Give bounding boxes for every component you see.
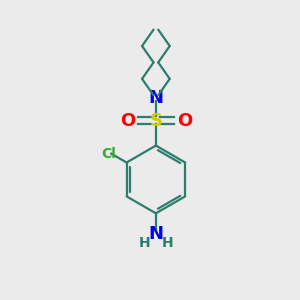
Text: H: H	[161, 236, 173, 250]
Text: Cl: Cl	[101, 147, 116, 161]
Text: O: O	[177, 112, 192, 130]
Text: O: O	[120, 112, 135, 130]
Text: N: N	[148, 225, 164, 243]
Text: S: S	[149, 112, 162, 130]
Text: H: H	[139, 236, 151, 250]
Text: N: N	[148, 88, 164, 106]
